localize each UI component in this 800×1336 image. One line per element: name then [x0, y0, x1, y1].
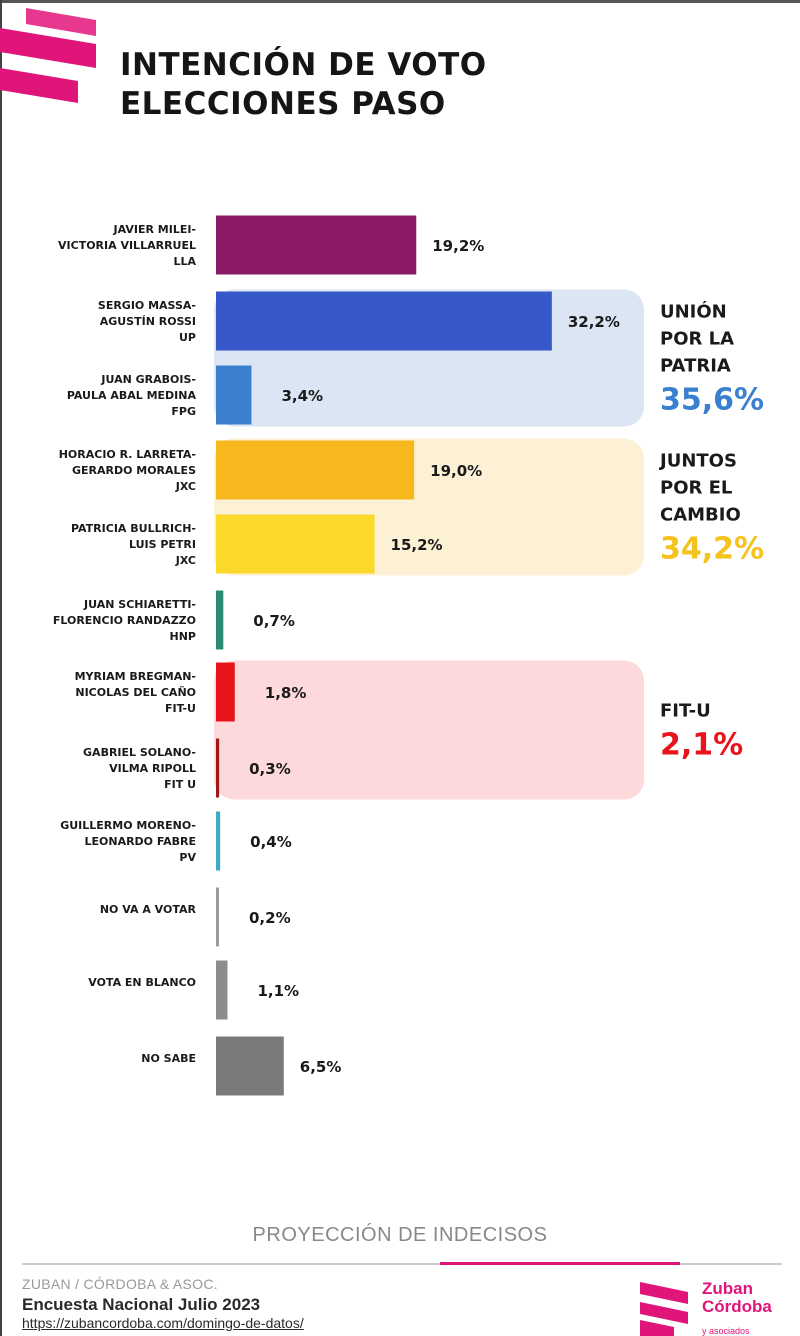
category-label: NO SABE: [141, 1052, 196, 1065]
category-label: NO VA A VOTAR: [100, 903, 197, 916]
category-label: VOTA EN BLANCO: [88, 976, 196, 989]
group-name-label: PATRIA: [660, 356, 731, 377]
value-label: 6,5%: [300, 1058, 342, 1076]
footer-divider-accent: [440, 1262, 680, 1265]
category-label: FPG: [171, 405, 196, 418]
value-label: 0,3%: [249, 760, 291, 778]
vote-intention-chart: UNIÓN POR LA PATRIA 35,6% JUNTOS POR EL CAMBIO…: [53, 215, 764, 1096]
page-title: INTENCIÓN DE VOTO ELECCIONES PASO: [120, 46, 487, 124]
category-label: HORACIO R. LARRETA-: [59, 448, 196, 461]
group-name-label: CAMBIO: [660, 505, 741, 526]
category-label: AGUSTÍN ROSSI: [100, 315, 196, 328]
category-label: FIT U: [164, 778, 196, 791]
category-label: NICOLAS DEL CAÑO: [75, 686, 196, 699]
category-label: JXC: [175, 554, 196, 567]
category-label: LLA: [173, 255, 196, 268]
value-label: 0,2%: [249, 909, 291, 927]
group-name-label: JUNTOS: [658, 451, 737, 472]
bar: [216, 738, 220, 798]
footer-organization: ZUBAN / CÓRDOBA & ASOC.: [22, 1276, 218, 1292]
brand-logo: Zuban Córdoba y asociados: [636, 1276, 796, 1336]
window-top-border: [0, 0, 800, 3]
bar: [216, 887, 219, 947]
bar: [216, 960, 228, 1020]
value-label: 1,1%: [257, 982, 299, 1000]
brand-name-line-2: Córdoba: [702, 1297, 772, 1316]
group-total-label: 34,2%: [660, 532, 764, 567]
bar: [216, 811, 221, 871]
group-name-label: FIT-U: [660, 701, 711, 722]
bar: [216, 1036, 284, 1096]
value-label: 0,4%: [250, 833, 292, 851]
category-label: FLORENCIO RANDAZZO: [53, 614, 196, 627]
category-label: GERARDO MORALES: [72, 464, 196, 477]
category-label: PATRICIA BULLRICH-: [71, 522, 196, 535]
group-name-label: POR EL: [660, 478, 732, 499]
value-label: 32,2%: [568, 313, 620, 331]
bar: [216, 215, 417, 275]
projection-label: PROYECCIÓN DE INDECISOS: [252, 1224, 548, 1246]
value-label: 3,4%: [281, 387, 323, 405]
category-label: VICTORIA VILLARRUEL: [58, 239, 196, 252]
category-label: JAVIER MILEI-: [113, 223, 197, 236]
category-label: GABRIEL SOLANO-: [83, 746, 196, 759]
brand-mark-icon: [640, 1282, 688, 1336]
brand-name-line-1: Zuban: [702, 1279, 753, 1298]
footer-survey-name: Encuesta Nacional Julio 2023: [22, 1295, 261, 1314]
group-total-label: 2,1%: [660, 728, 743, 763]
value-label: 19,0%: [430, 462, 482, 480]
bar: [216, 440, 415, 500]
zuban-logo-icon: [0, 8, 96, 103]
category-label: JUAN GRABOIS-: [100, 373, 196, 386]
value-label: 15,2%: [391, 536, 443, 554]
group-name-label: UNIÓN: [660, 301, 727, 323]
bar: [216, 365, 252, 425]
title-line-1: INTENCIÓN DE VOTO: [120, 47, 487, 83]
bar: [216, 291, 552, 351]
category-label: JUAN SCHIARETTI-: [83, 598, 196, 611]
bar: [216, 514, 375, 574]
category-label: VILMA RIPOLL: [109, 762, 196, 775]
category-label: PAULA ABAL MEDINA: [67, 389, 197, 402]
category-label: LEONARDO FABRE: [84, 835, 196, 848]
category-label: GUILLERMO MORENO-: [60, 819, 196, 832]
category-label: SERGIO MASSA-: [98, 299, 196, 312]
title-line-2: ELECCIONES PASO: [120, 86, 446, 122]
window-left-border: [0, 0, 2, 1336]
category-label: UP: [179, 331, 196, 344]
brand-name: Zuban Córdoba: [702, 1280, 772, 1316]
group-panel: [214, 660, 644, 800]
footer-link[interactable]: https://zubancordoba.com/domingo-de-dato…: [22, 1315, 304, 1331]
value-label: 19,2%: [432, 237, 484, 255]
footer-divider: [22, 1263, 782, 1265]
category-label: HNP: [170, 630, 196, 643]
category-label: PV: [179, 851, 196, 864]
category-label: FIT-U: [165, 702, 196, 715]
value-label: 0,7%: [253, 612, 295, 630]
value-label: 1,8%: [265, 684, 307, 702]
category-label: JXC: [175, 480, 196, 493]
group-total-label: 35,6%: [660, 383, 764, 418]
category-label: MYRIAM BREGMAN-: [75, 670, 196, 683]
brand-subtitle: y asociados: [702, 1326, 750, 1336]
bar: [216, 662, 235, 722]
category-label: LUIS PETRI: [129, 538, 196, 551]
group-name-label: POR LA: [660, 329, 734, 350]
bar: [216, 590, 224, 650]
